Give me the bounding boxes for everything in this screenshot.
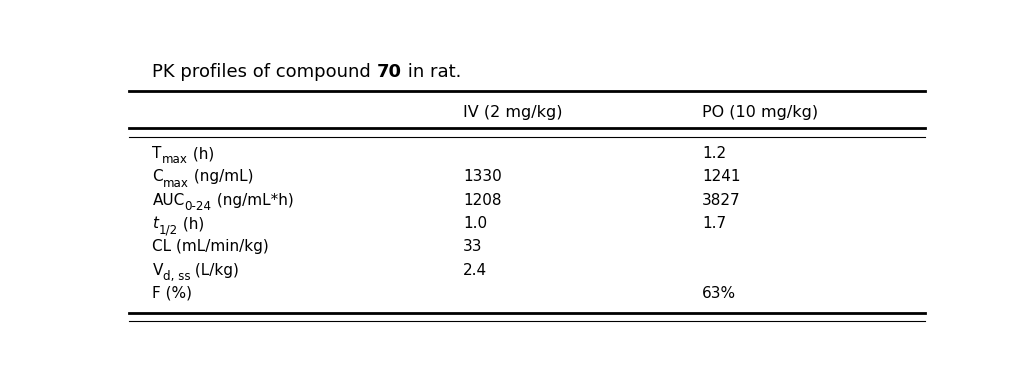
- Text: (h): (h): [188, 146, 214, 161]
- Text: 70: 70: [377, 63, 402, 81]
- Text: max: max: [161, 154, 188, 166]
- Text: 2.4: 2.4: [463, 263, 487, 277]
- Text: 3827: 3827: [702, 193, 741, 208]
- Text: 1/2: 1/2: [158, 223, 178, 236]
- Text: CL (mL/min/kg): CL (mL/min/kg): [152, 239, 269, 254]
- Text: T: T: [152, 146, 161, 161]
- Text: 33: 33: [463, 239, 482, 254]
- Text: (L/kg): (L/kg): [190, 263, 240, 277]
- Text: max: max: [163, 177, 189, 190]
- Text: t: t: [152, 216, 158, 231]
- Text: V: V: [152, 263, 162, 277]
- Text: 1330: 1330: [463, 169, 502, 184]
- Text: PO (10 mg/kg): PO (10 mg/kg): [702, 105, 818, 120]
- Text: 63%: 63%: [702, 286, 736, 301]
- Text: (ng/mL): (ng/mL): [189, 169, 253, 184]
- Text: 1241: 1241: [702, 169, 740, 184]
- Text: 1.7: 1.7: [702, 216, 726, 231]
- Text: AUC: AUC: [152, 193, 185, 208]
- Text: d, ss: d, ss: [162, 270, 190, 283]
- Text: in rat.: in rat.: [402, 63, 462, 81]
- Text: (h): (h): [178, 216, 204, 231]
- Text: 1208: 1208: [463, 193, 502, 208]
- Text: C: C: [152, 169, 163, 184]
- Text: 1.0: 1.0: [463, 216, 487, 231]
- Text: IV (2 mg/kg): IV (2 mg/kg): [463, 105, 562, 120]
- Text: PK profiles of compound: PK profiles of compound: [152, 63, 377, 81]
- Text: 1.2: 1.2: [702, 146, 726, 161]
- Text: 0-24: 0-24: [185, 200, 212, 213]
- Text: (ng/mL*h): (ng/mL*h): [212, 193, 293, 208]
- Text: F (%): F (%): [152, 286, 192, 301]
